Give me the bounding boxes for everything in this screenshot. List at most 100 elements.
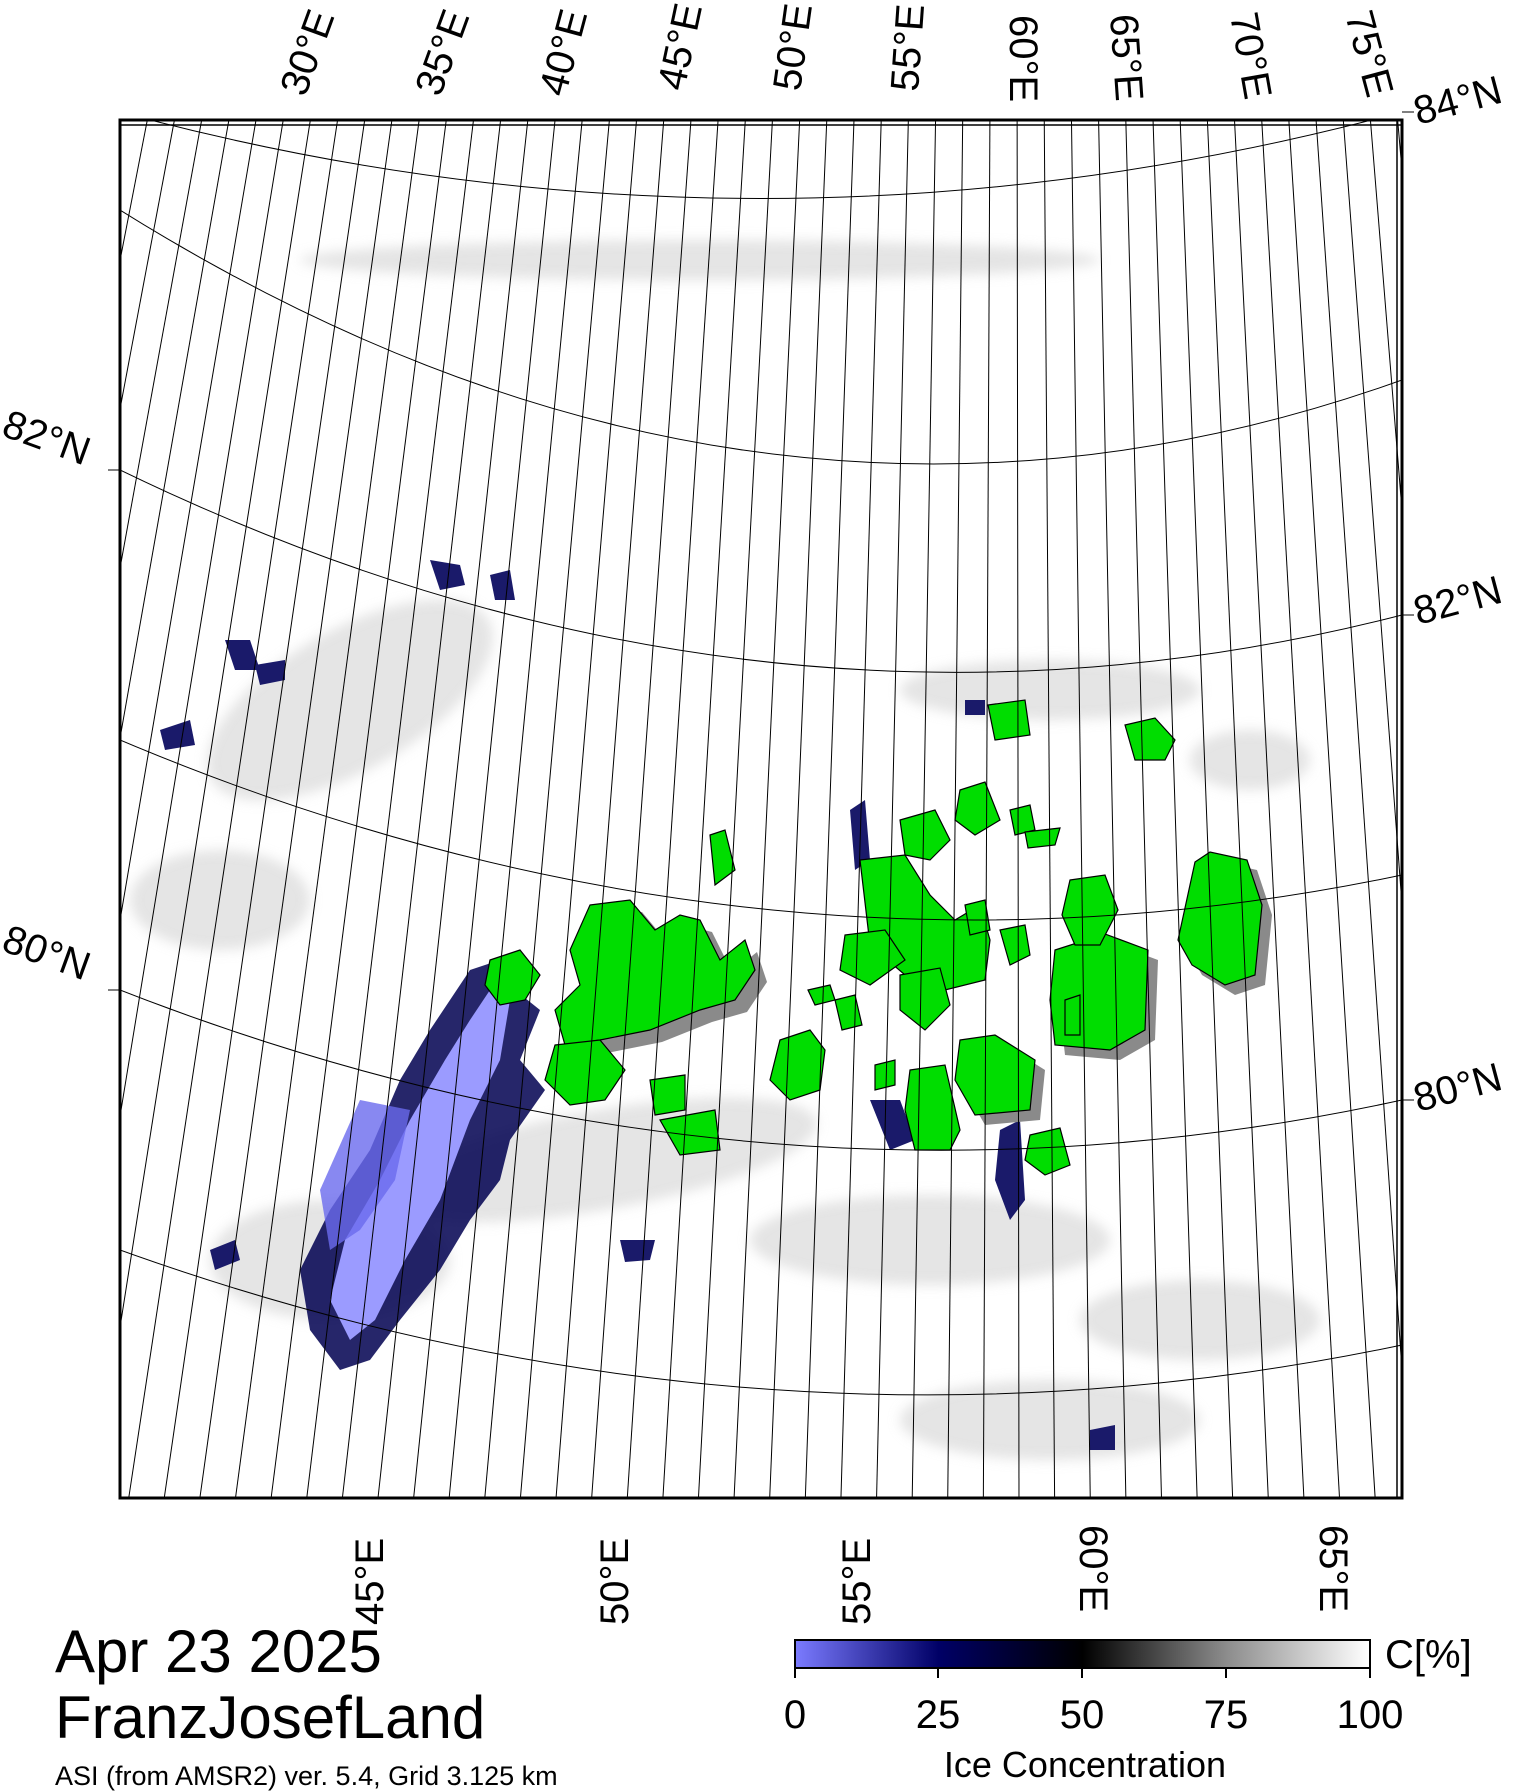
colorbar-unit: C[%] xyxy=(1385,1633,1472,1677)
island xyxy=(954,781,1001,836)
parallel-81N xyxy=(120,739,1402,921)
lon-label-top: 50°E xyxy=(765,1,821,93)
island xyxy=(554,899,756,1046)
meridian-line xyxy=(120,120,175,412)
bottom-longitude-labels: 45°E 50°E 55°E 60°E 65°E xyxy=(348,1525,1355,1625)
colorbar-title: Ice Concentration xyxy=(944,1744,1226,1785)
lon-label-top: 60°E xyxy=(1001,15,1045,102)
meridian-line xyxy=(1098,120,1127,1498)
lon-label-top: 55°E xyxy=(883,3,933,93)
island xyxy=(1124,717,1176,761)
low-concentration-patches xyxy=(160,560,1115,1450)
meridian-line xyxy=(626,120,719,1498)
lon-label-top: 45°E xyxy=(650,0,711,94)
meridian-line xyxy=(163,120,366,1498)
meridian-line xyxy=(876,120,909,1498)
lon-label-top: 40°E xyxy=(531,5,596,101)
meridian-line xyxy=(1288,120,1376,1498)
meridian-line xyxy=(120,120,121,123)
meridians xyxy=(0,100,1516,1510)
island xyxy=(709,829,736,887)
colorbar-tick-label: 25 xyxy=(916,1693,961,1737)
lat-label-right: 82°N xyxy=(1409,568,1507,634)
meridian-line xyxy=(840,120,882,1498)
meridian-line xyxy=(1397,120,1402,176)
colorbar-gradient xyxy=(794,1639,1371,1669)
parallel-83N xyxy=(120,209,1402,465)
meridian-line xyxy=(0,100,97,1510)
lon-label-top: 35°E xyxy=(407,4,478,101)
island xyxy=(1024,1127,1071,1176)
map-region: FranzJosefLand xyxy=(55,1684,486,1751)
colorbar-tick-label: 0 xyxy=(784,1693,806,1737)
meridian-line xyxy=(733,120,801,1498)
map-subtitle: ASI (from AMSR2) ver. 5.4, Grid 3.125 km xyxy=(55,1761,558,1791)
island xyxy=(1064,994,1081,1036)
colorbar-tick-label: 50 xyxy=(1060,1693,1105,1737)
map-date: Apr 23 2025 xyxy=(55,1618,382,1685)
meridian-line xyxy=(1043,120,1056,1498)
parallel-80N xyxy=(120,989,1402,1151)
meridian-line xyxy=(662,120,746,1498)
meridian-line xyxy=(1016,120,1020,1498)
meridian-line xyxy=(1206,120,1269,1498)
meridian-line xyxy=(947,120,964,1498)
meridian-line xyxy=(120,120,230,742)
meridian-line xyxy=(120,120,257,924)
meridian-line xyxy=(769,120,828,1498)
meridian-line xyxy=(199,120,393,1498)
lon-label-top: 65°E xyxy=(1101,13,1151,103)
meridian-line xyxy=(413,120,556,1498)
parallel-84N xyxy=(148,120,1374,199)
meridian-line xyxy=(1450,100,1516,1510)
meridian-line xyxy=(804,120,855,1498)
top-longitude-labels: 30°E 35°E 40°E 45°E 50°E 55°E 60°E 65°E … xyxy=(272,0,1401,103)
meridian-line xyxy=(1261,120,1341,1498)
meridian-line xyxy=(1179,120,1234,1498)
parallel-82N xyxy=(120,469,1402,673)
meridian-line xyxy=(1234,120,1305,1498)
island xyxy=(987,699,1031,741)
meridian-line xyxy=(306,120,474,1498)
lon-label-top: 75°E xyxy=(1336,6,1401,102)
meridian-line xyxy=(341,120,502,1498)
island xyxy=(954,1034,1036,1116)
meridian-line xyxy=(1152,120,1198,1498)
meridian-line xyxy=(0,100,70,1510)
frame-ticks xyxy=(108,111,1414,1101)
lon-label-top: 30°E xyxy=(272,4,343,101)
meridian-line xyxy=(234,120,420,1498)
graticule xyxy=(0,100,1516,1510)
meridian-line xyxy=(1125,120,1162,1498)
meridian-line xyxy=(1070,120,1091,1498)
island xyxy=(1061,874,1119,946)
meridian-line xyxy=(270,120,447,1498)
meridian-line xyxy=(377,120,529,1498)
colorbar-tick-label: 100 xyxy=(1337,1693,1404,1737)
meridian-line xyxy=(1369,120,1402,517)
island xyxy=(999,924,1031,966)
lat-label-right: 80°N xyxy=(1409,1055,1507,1121)
map-frame xyxy=(118,118,1404,1500)
colorbar: 0 25 50 75 100 C[%] Ice Concentration xyxy=(784,1633,1472,1785)
island xyxy=(874,1059,896,1091)
island xyxy=(1024,827,1061,849)
meridian-line xyxy=(555,120,665,1498)
lon-label-bottom: 50°E xyxy=(593,1538,637,1625)
island xyxy=(899,967,951,1031)
lon-label-bottom: 65°E xyxy=(1311,1525,1355,1612)
meridian-line xyxy=(128,120,339,1498)
lat-label-left: 80°N xyxy=(0,917,96,989)
island xyxy=(1009,804,1036,836)
lon-label-top: 70°E xyxy=(1221,9,1279,102)
meridian-line xyxy=(697,120,773,1498)
meridian-line xyxy=(1342,120,1402,912)
meridian-line xyxy=(911,120,937,1498)
meridian-line xyxy=(519,120,638,1498)
lat-label-left: 82°N xyxy=(0,402,96,474)
meridian-line xyxy=(120,120,311,1331)
parallel-79N xyxy=(120,1249,1402,1396)
lon-label-bottom: 55°E xyxy=(835,1538,879,1625)
meridian-line xyxy=(982,120,991,1498)
